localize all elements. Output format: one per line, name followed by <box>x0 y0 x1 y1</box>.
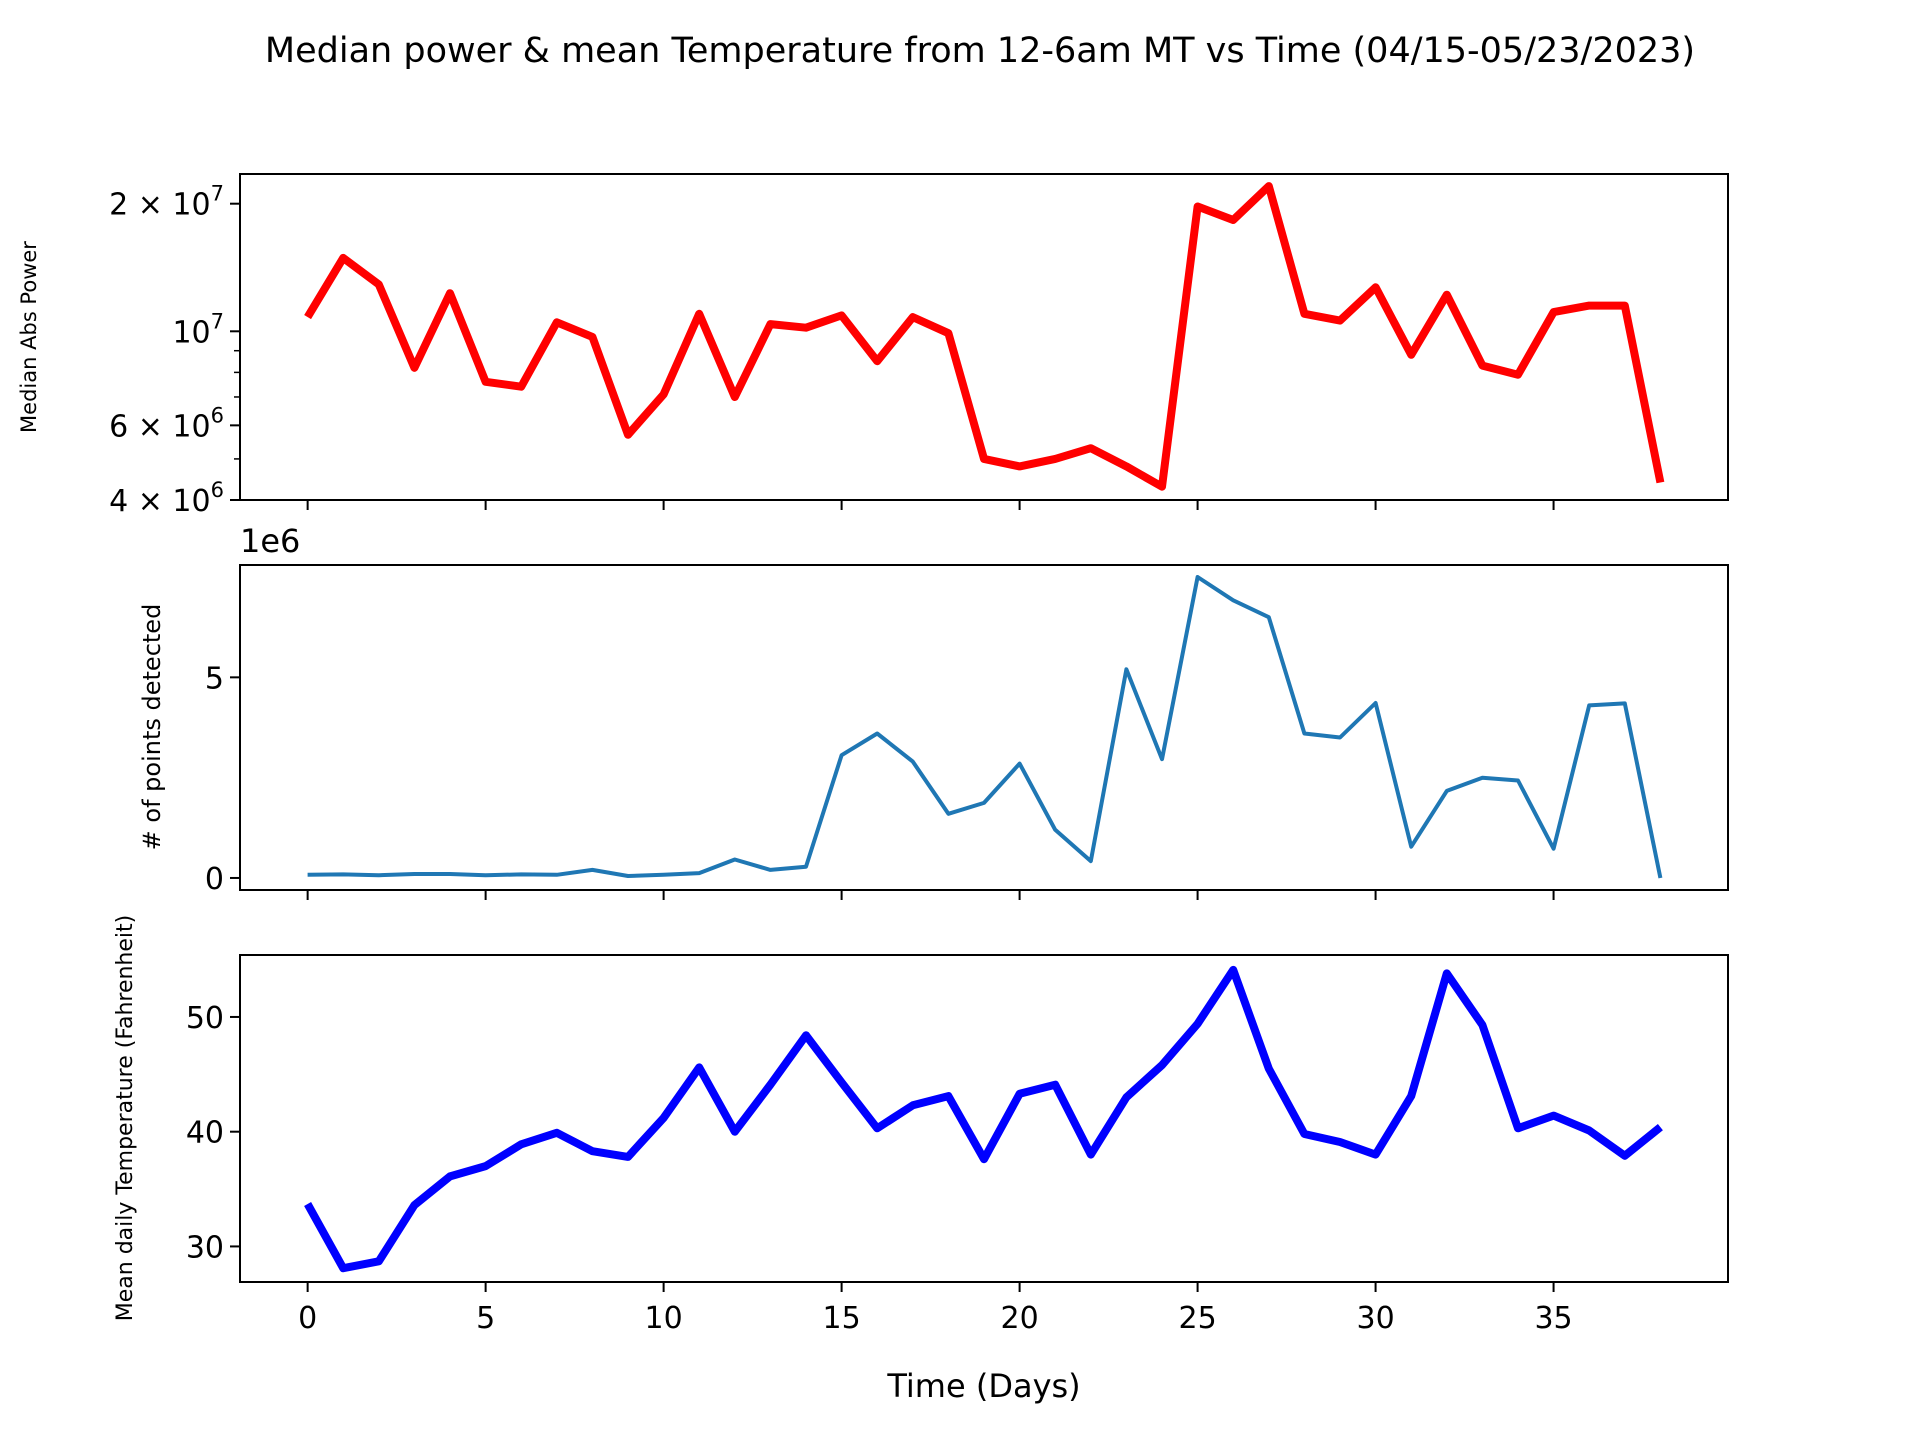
y-tick-label: 107 <box>172 309 224 350</box>
temperature-panel: 0 5 10 15 20 25 30 35 30 40 50 Mean daily Temperat… <box>113 915 1729 1336</box>
points-panel-ticks: 05 <box>205 661 1555 900</box>
x-tick-label: 20 <box>1001 1301 1039 1336</box>
y-tick-label: 5 <box>205 661 224 696</box>
y-tick-label: 40 <box>186 1116 224 1151</box>
power-series-line <box>304 182 1665 491</box>
x-tick-label: 25 <box>1178 1301 1216 1336</box>
y-tick-label: 0 <box>205 862 224 897</box>
y-tick-label: 50 <box>186 1001 224 1036</box>
x-axis-label: Time (Days) <box>886 1367 1080 1405</box>
power-y-axis-label: Median Abs Power <box>17 241 41 433</box>
points-offset-text: 1e6 <box>240 522 300 560</box>
y-tick-label: 6 × 106 <box>109 403 224 444</box>
power-panel-frame <box>239 173 1729 501</box>
figure-title: Median power & mean Temperature from 12-… <box>265 31 1695 71</box>
x-tick-label: 35 <box>1534 1301 1572 1336</box>
points-y-axis-label: # of points detected <box>138 604 166 851</box>
x-tick-label: 0 <box>298 1301 317 1336</box>
y-tick-label: 30 <box>186 1230 224 1265</box>
temperature-panel-ticks: 0 5 10 15 20 25 30 35 30 40 50 <box>186 1001 1573 1336</box>
y-tick-label: 2 × 107 <box>109 182 224 223</box>
y-tick-label: 4 × 106 <box>109 478 224 519</box>
temperature-y-axis-label: Mean daily Temperature (Fahrenheit) <box>113 915 138 1321</box>
temperature-series-line <box>304 965 1663 1273</box>
x-tick-label: 15 <box>823 1301 861 1336</box>
x-tick-label: 10 <box>645 1301 683 1336</box>
points-panel-frame <box>239 564 1729 891</box>
x-tick-label: 5 <box>476 1301 495 1336</box>
power-panel: 2 × 107 107 6 × 106 4 × 106 Median Abs Powe… <box>17 173 1729 519</box>
figure-title-group: Median power & mean Temperature from 12-… <box>265 31 1695 71</box>
x-tick-label: 30 <box>1356 1301 1394 1336</box>
power-panel-ticks: 2 × 107 107 6 × 106 4 × 106 <box>109 182 1555 519</box>
points-series-line <box>307 575 1663 879</box>
points-panel: 05 # of points detected 1e6 <box>138 522 1729 900</box>
temperature-panel-frame <box>239 954 1729 1283</box>
